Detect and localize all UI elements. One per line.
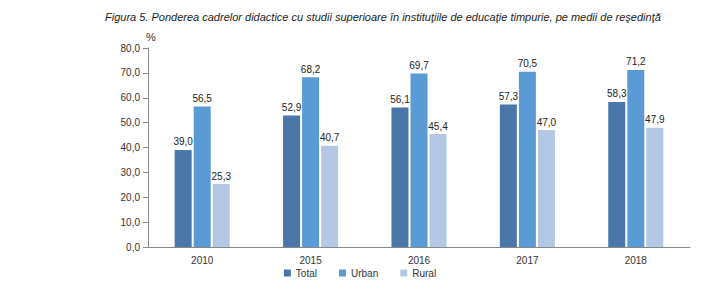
svg-text:2015: 2015 [299, 255, 322, 266]
svg-text:30,0: 30,0 [121, 167, 141, 178]
svg-text:39,0: 39,0 [173, 136, 193, 147]
svg-text:40,7: 40,7 [320, 132, 340, 143]
svg-text:2018: 2018 [625, 255, 648, 266]
svg-text:80,0: 80,0 [121, 43, 141, 54]
svg-text:56,1: 56,1 [390, 94, 410, 105]
svg-text:Figura 5. Ponderea cadrelor di: Figura 5. Ponderea cadrelor didactice cu… [105, 11, 661, 23]
svg-text:69,7: 69,7 [409, 60, 429, 71]
svg-text:Total: Total [296, 268, 317, 279]
svg-text:Rural: Rural [412, 268, 436, 279]
svg-text:56,5: 56,5 [192, 93, 212, 104]
svg-text:70,0: 70,0 [121, 67, 141, 78]
svg-text:2010: 2010 [191, 255, 214, 266]
svg-text:47,9: 47,9 [645, 114, 665, 125]
svg-text:0,0: 0,0 [126, 242, 140, 253]
svg-text:20,0: 20,0 [121, 192, 141, 203]
svg-text:71,2: 71,2 [626, 56, 646, 67]
svg-text:10,0: 10,0 [121, 217, 141, 228]
svg-text:40,0: 40,0 [121, 142, 141, 153]
svg-text:47,0: 47,0 [537, 117, 557, 128]
svg-text:50,0: 50,0 [121, 117, 141, 128]
svg-text:25,3: 25,3 [212, 171, 232, 182]
svg-text:68,2: 68,2 [301, 64, 321, 75]
svg-text:Urban: Urban [351, 268, 378, 279]
svg-text:2017: 2017 [516, 255, 539, 266]
svg-text:52,9: 52,9 [282, 102, 302, 113]
svg-text:%: % [146, 31, 156, 43]
svg-text:2016: 2016 [408, 255, 431, 266]
svg-text:57,3: 57,3 [499, 91, 519, 102]
svg-text:45,4: 45,4 [428, 121, 448, 132]
svg-text:70,5: 70,5 [518, 58, 538, 69]
svg-text:58,3: 58,3 [607, 88, 627, 99]
svg-text:60,0: 60,0 [121, 92, 141, 103]
